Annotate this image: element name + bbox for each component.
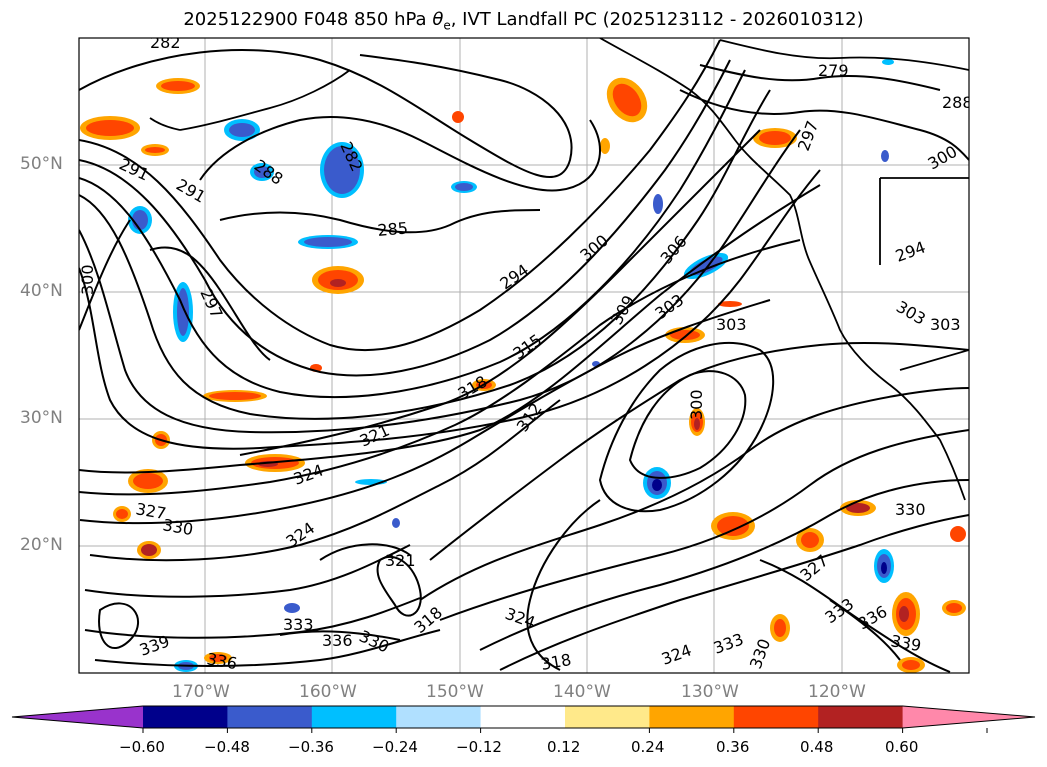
theta-e-contours: [79, 39, 969, 673]
colorbar-segment: [733, 706, 819, 728]
lon-label: 150°W: [426, 682, 484, 702]
colorbar-tick-label: 0.60: [885, 738, 919, 756]
map-title: 2025122900 F048 850 hPa θe, IVT Landfall…: [183, 9, 864, 33]
colorbar-tick-label: 0.48: [800, 738, 834, 756]
negative-anomaly-blob: [128, 59, 894, 672]
colorbar-tick-label: −0.36: [288, 738, 334, 756]
lon-label: 160°W: [299, 682, 357, 702]
colorbar-segment: [565, 706, 650, 728]
ivt-pc-filled-contours: [80, 59, 966, 673]
colorbar-tick-label: −0.24: [372, 738, 418, 756]
contour-label: 303: [930, 315, 961, 334]
contour-label: 279: [818, 61, 849, 80]
contour-label: 318: [539, 650, 572, 674]
contour-label: 300: [687, 389, 706, 420]
colorbar-segment: [480, 706, 566, 728]
positive-anomaly-blob: [80, 77, 966, 673]
lon-label: 170°W: [172, 682, 230, 702]
colorbar-segment: [143, 706, 228, 728]
map-frame: [78, 37, 970, 674]
colorbar-extend-min: [12, 706, 143, 728]
colorbar-segment: [818, 706, 904, 728]
colorbar-tick-label: 0.36: [716, 738, 750, 756]
lat-label: 50°N: [20, 154, 63, 174]
colorbar-outline: [11, 705, 1036, 729]
lon-label: 130°W: [681, 682, 739, 702]
colorbar-tick-label: 0.12: [547, 738, 581, 756]
contour-label: 330: [895, 500, 926, 519]
contour-label: 288: [942, 93, 973, 112]
contour-label: 285: [377, 218, 409, 240]
colorbar-segment: [396, 706, 482, 728]
lat-label: 40°N: [20, 281, 63, 301]
contour-label: 336: [322, 631, 353, 650]
lat-label: 30°N: [20, 408, 63, 428]
map-gridlines: [79, 38, 969, 673]
colorbar-tick-label: −0.60: [119, 738, 165, 756]
colorbar-segment: [311, 706, 397, 728]
map-panel: 282 282 288 291 291 285 300 297 294 300 …: [78, 33, 973, 674]
colorbar-tick-label: −0.48: [204, 738, 250, 756]
colorbar-segment: [227, 706, 313, 728]
contour-label: 303: [716, 315, 747, 334]
colorbar-tick-label: −0.12: [456, 738, 502, 756]
contour-label: 333: [283, 615, 314, 634]
contour-label: 336: [205, 649, 238, 673]
contour-label: 282: [150, 33, 181, 52]
lon-label: 120°W: [808, 682, 866, 702]
colorbar-extend-max: [902, 706, 1035, 728]
contour-label: 321: [385, 551, 416, 570]
contour-label: 300: [78, 264, 97, 295]
lon-label: 140°W: [553, 682, 611, 702]
coastline: [149, 38, 969, 501]
lat-label: 20°N: [20, 535, 63, 555]
colorbar-segment: [649, 706, 735, 728]
colorbar-tick-label: 0.24: [631, 738, 665, 756]
